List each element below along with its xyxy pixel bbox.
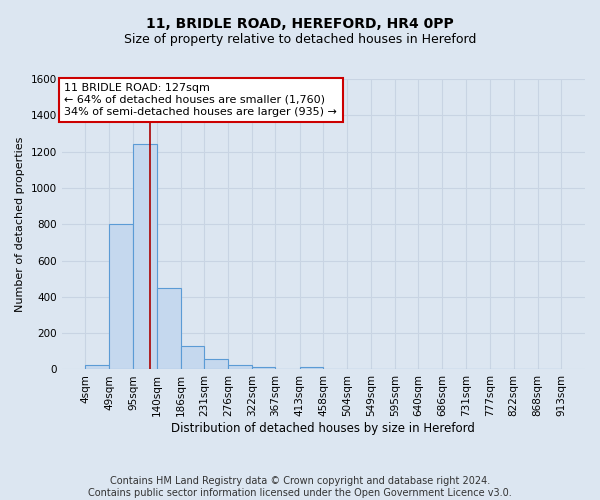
Bar (228, 365, 252, 370)
Text: Size of property relative to detached houses in Hereford: Size of property relative to detached ho… (124, 32, 476, 46)
X-axis label: Distribution of detached houses by size in Hereford: Distribution of detached houses by size … (172, 422, 475, 435)
Bar (157, 288, 181, 370)
Text: Contains HM Land Registry data © Crown copyright and database right 2024.
Contai: Contains HM Land Registry data © Crown c… (88, 476, 512, 498)
Text: 11, BRIDLE ROAD, HEREFORD, HR4 0PP: 11, BRIDLE ROAD, HEREFORD, HR4 0PP (146, 18, 454, 32)
Bar (299, 366, 323, 370)
Text: 11 BRIDLE ROAD: 127sqm
← 64% of detached houses are smaller (1,760)
34% of semi-: 11 BRIDLE ROAD: 127sqm ← 64% of detached… (64, 84, 337, 116)
Bar (133, 144, 157, 370)
Bar (109, 224, 133, 370)
Bar (204, 358, 228, 370)
Y-axis label: Number of detached properties: Number of detached properties (15, 136, 25, 312)
Bar (181, 346, 204, 370)
Bar (85, 365, 109, 370)
Bar (252, 366, 275, 370)
